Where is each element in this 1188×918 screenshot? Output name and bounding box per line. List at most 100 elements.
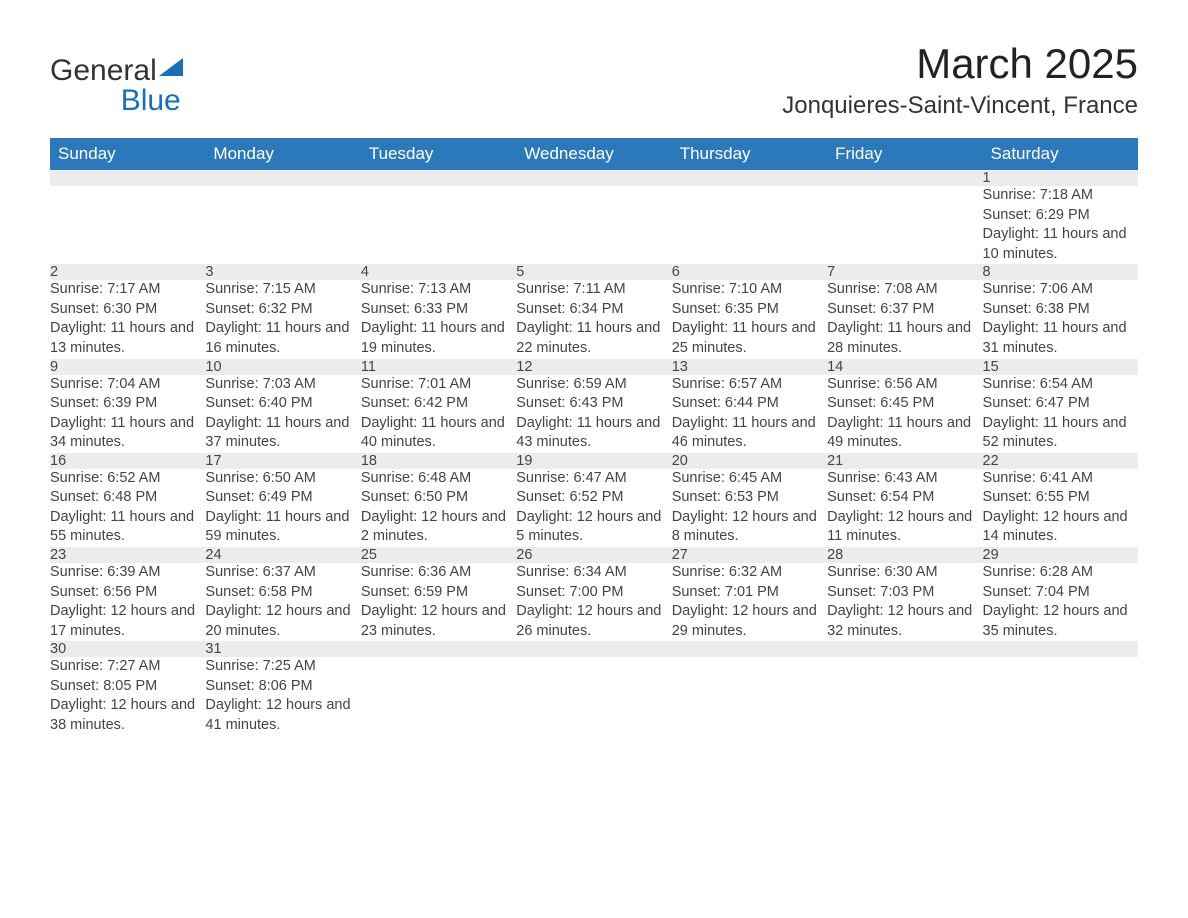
day-number-cell: 12: [516, 359, 671, 375]
sunset-line: Sunset: 8:06 PM: [205, 677, 360, 697]
day-number-cell: 4: [361, 264, 516, 280]
calendar-table: Sunday Monday Tuesday Wednesday Thursday…: [50, 138, 1138, 736]
sunset-line: Sunset: 6:40 PM: [205, 394, 360, 414]
sunset-line: Sunset: 6:52 PM: [516, 488, 671, 508]
day-number-cell: [672, 641, 827, 657]
logo-sail-icon: [159, 56, 187, 86]
sunrise-line: Sunrise: 7:13 AM: [361, 280, 516, 300]
day-number-row: 1: [50, 170, 1138, 186]
day-number-cell: [516, 641, 671, 657]
sunset-line: Sunset: 6:53 PM: [672, 488, 827, 508]
sunset-line: Sunset: 6:55 PM: [983, 488, 1138, 508]
daylight-line: Daylight: 11 hours and 31 minutes.: [983, 319, 1138, 358]
day-number-cell: 25: [361, 547, 516, 563]
day-body-cell: [516, 186, 671, 264]
sunset-line: Sunset: 6:47 PM: [983, 394, 1138, 414]
day-body-cell: [983, 657, 1138, 735]
weekday-header: Monday: [205, 138, 360, 170]
day-body-cell: Sunrise: 6:50 AMSunset: 6:49 PMDaylight:…: [205, 469, 360, 547]
day-body-cell: Sunrise: 6:41 AMSunset: 6:55 PMDaylight:…: [983, 469, 1138, 547]
sunset-line: Sunset: 6:37 PM: [827, 300, 982, 320]
day-body-cell: [50, 186, 205, 264]
sunset-line: Sunset: 6:48 PM: [50, 488, 205, 508]
sunset-line: Sunset: 6:39 PM: [50, 394, 205, 414]
title-block: March 2025 Jonquieres-Saint-Vincent, Fra…: [782, 40, 1138, 120]
weekday-header: Wednesday: [516, 138, 671, 170]
daylight-line: Daylight: 12 hours and 41 minutes.: [205, 696, 360, 735]
day-number-cell: 1: [983, 170, 1138, 186]
day-body-cell: Sunrise: 7:13 AMSunset: 6:33 PMDaylight:…: [361, 280, 516, 358]
sunset-line: Sunset: 6:50 PM: [361, 488, 516, 508]
daylight-line: Daylight: 11 hours and 46 minutes.: [672, 414, 827, 453]
day-number-cell: 22: [983, 453, 1138, 469]
sunset-line: Sunset: 6:32 PM: [205, 300, 360, 320]
day-body-cell: Sunrise: 7:15 AMSunset: 6:32 PMDaylight:…: [205, 280, 360, 358]
sunrise-line: Sunrise: 6:30 AM: [827, 563, 982, 583]
page-subtitle: Jonquieres-Saint-Vincent, France: [782, 92, 1138, 120]
day-body-cell: [672, 657, 827, 735]
daylight-line: Daylight: 11 hours and 34 minutes.: [50, 414, 205, 453]
day-number-cell: 2: [50, 264, 205, 280]
day-body-row: Sunrise: 7:18 AMSunset: 6:29 PMDaylight:…: [50, 186, 1138, 264]
day-number-cell: 29: [983, 547, 1138, 563]
sunset-line: Sunset: 7:04 PM: [983, 583, 1138, 603]
day-number-cell: 3: [205, 264, 360, 280]
day-number-cell: [361, 641, 516, 657]
day-body-row: Sunrise: 6:39 AMSunset: 6:56 PMDaylight:…: [50, 563, 1138, 641]
sunrise-line: Sunrise: 7:15 AM: [205, 280, 360, 300]
sunset-line: Sunset: 6:43 PM: [516, 394, 671, 414]
day-body-cell: Sunrise: 7:01 AMSunset: 6:42 PMDaylight:…: [361, 375, 516, 453]
sunset-line: Sunset: 6:54 PM: [827, 488, 982, 508]
sunrise-line: Sunrise: 6:57 AM: [672, 375, 827, 395]
day-body-cell: [827, 186, 982, 264]
day-body-cell: Sunrise: 6:57 AMSunset: 6:44 PMDaylight:…: [672, 375, 827, 453]
weekday-header: Thursday: [672, 138, 827, 170]
weekday-header: Friday: [827, 138, 982, 170]
day-number-cell: 13: [672, 359, 827, 375]
day-body-cell: Sunrise: 6:30 AMSunset: 7:03 PMDaylight:…: [827, 563, 982, 641]
daylight-line: Daylight: 12 hours and 29 minutes.: [672, 602, 827, 641]
day-body-row: Sunrise: 7:27 AMSunset: 8:05 PMDaylight:…: [50, 657, 1138, 735]
day-number-cell: 20: [672, 453, 827, 469]
day-body-cell: Sunrise: 6:56 AMSunset: 6:45 PMDaylight:…: [827, 375, 982, 453]
sunset-line: Sunset: 7:00 PM: [516, 583, 671, 603]
sunset-line: Sunset: 6:38 PM: [983, 300, 1138, 320]
day-body-cell: Sunrise: 6:37 AMSunset: 6:58 PMDaylight:…: [205, 563, 360, 641]
day-number-cell: 7: [827, 264, 982, 280]
sunrise-line: Sunrise: 6:48 AM: [361, 469, 516, 489]
sunrise-line: Sunrise: 7:27 AM: [50, 657, 205, 677]
day-body-cell: Sunrise: 6:48 AMSunset: 6:50 PMDaylight:…: [361, 469, 516, 547]
day-body-row: Sunrise: 6:52 AMSunset: 6:48 PMDaylight:…: [50, 469, 1138, 547]
day-number-row: 3031: [50, 641, 1138, 657]
daylight-line: Daylight: 11 hours and 22 minutes.: [516, 319, 671, 358]
weekday-header: Sunday: [50, 138, 205, 170]
daylight-line: Daylight: 11 hours and 10 minutes.: [983, 225, 1138, 264]
day-number-row: 2345678: [50, 264, 1138, 280]
day-body-cell: Sunrise: 7:10 AMSunset: 6:35 PMDaylight:…: [672, 280, 827, 358]
daylight-line: Daylight: 11 hours and 37 minutes.: [205, 414, 360, 453]
daylight-line: Daylight: 11 hours and 59 minutes.: [205, 508, 360, 547]
weekday-header: Saturday: [983, 138, 1138, 170]
day-body-cell: Sunrise: 6:52 AMSunset: 6:48 PMDaylight:…: [50, 469, 205, 547]
day-body-cell: [672, 186, 827, 264]
day-body-cell: Sunrise: 6:43 AMSunset: 6:54 PMDaylight:…: [827, 469, 982, 547]
sunset-line: Sunset: 6:56 PM: [50, 583, 205, 603]
day-body-cell: Sunrise: 6:39 AMSunset: 6:56 PMDaylight:…: [50, 563, 205, 641]
day-number-cell: 24: [205, 547, 360, 563]
day-number-cell: 10: [205, 359, 360, 375]
day-number-cell: 21: [827, 453, 982, 469]
day-body-cell: Sunrise: 6:34 AMSunset: 7:00 PMDaylight:…: [516, 563, 671, 641]
day-number-cell: [50, 170, 205, 186]
sunrise-line: Sunrise: 6:45 AM: [672, 469, 827, 489]
sunrise-line: Sunrise: 6:52 AM: [50, 469, 205, 489]
daylight-line: Daylight: 11 hours and 28 minutes.: [827, 319, 982, 358]
day-body-cell: Sunrise: 7:04 AMSunset: 6:39 PMDaylight:…: [50, 375, 205, 453]
sunset-line: Sunset: 6:33 PM: [361, 300, 516, 320]
sunrise-line: Sunrise: 6:28 AM: [983, 563, 1138, 583]
sunrise-line: Sunrise: 7:18 AM: [983, 186, 1138, 206]
day-body-cell: [827, 657, 982, 735]
sunrise-line: Sunrise: 6:37 AM: [205, 563, 360, 583]
day-body-cell: Sunrise: 7:27 AMSunset: 8:05 PMDaylight:…: [50, 657, 205, 735]
sunset-line: Sunset: 6:29 PM: [983, 206, 1138, 226]
day-number-cell: 11: [361, 359, 516, 375]
